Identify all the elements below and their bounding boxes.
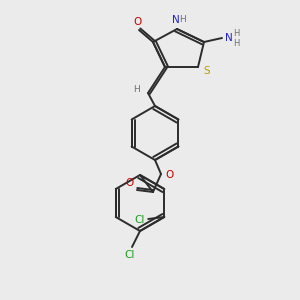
Text: N: N [225,33,233,43]
Text: O: O [125,178,133,188]
Text: Cl: Cl [125,250,135,260]
Text: H: H [233,28,239,38]
Text: O: O [133,17,141,27]
Text: H: H [134,85,140,94]
Text: H: H [180,16,186,25]
Text: S: S [204,66,210,76]
Text: N: N [172,15,180,25]
Text: Cl: Cl [134,215,144,225]
Text: H: H [233,38,239,47]
Text: O: O [165,170,173,180]
